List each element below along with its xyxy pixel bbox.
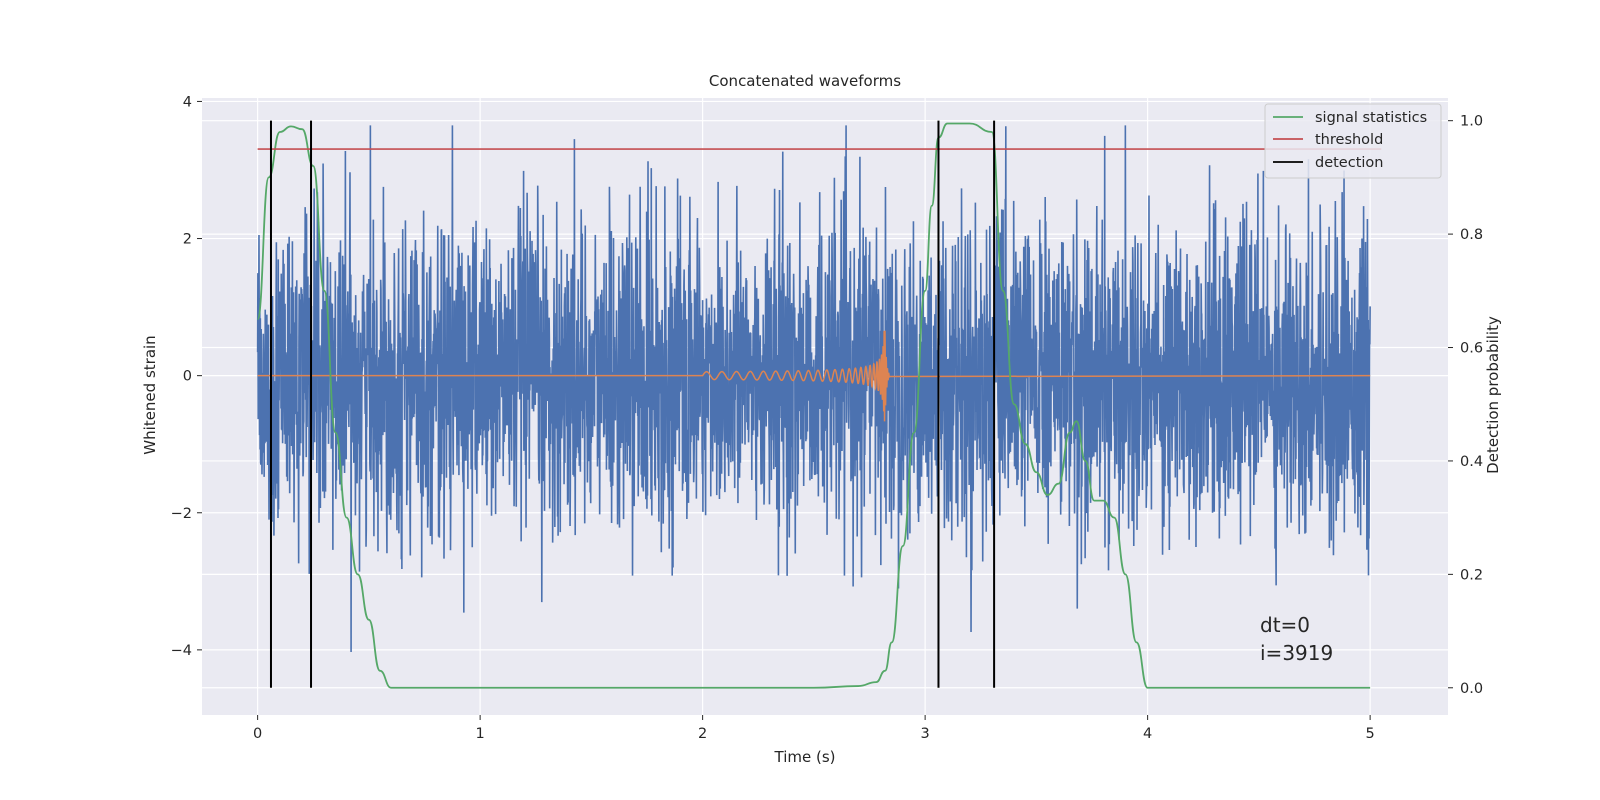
y-tick-label-right: 0.8 <box>1460 227 1483 243</box>
annotation-index: i=3919 <box>1260 641 1333 665</box>
legend: signal statistics threshold detection <box>1264 103 1442 179</box>
x-tick-label: 1 <box>476 726 485 742</box>
y-tick-label-left: 4 <box>183 94 192 110</box>
x-axis-label: Time (s) <box>774 748 836 766</box>
injected-signal-line <box>257 330 1371 422</box>
chart-title: Concatenated waveforms <box>709 72 901 90</box>
y-tick-label-right: 0.4 <box>1460 454 1483 470</box>
x-tick-label: 0 <box>253 726 262 742</box>
data-layer <box>256 120 1382 689</box>
y-tick-label-right: 0.0 <box>1460 681 1483 697</box>
strain-noise-line <box>256 125 1371 652</box>
tick-layer: 0 1 2 3 4 5 −4 −2 0 2 4 0.0 0.2 0.4 0.6 0.8 1.0 <box>171 94 1483 742</box>
legend-label-detection: detection <box>1315 155 1383 171</box>
y-tick-label-right: 0.6 <box>1460 341 1483 357</box>
y-tick-label-left: −4 <box>171 643 192 659</box>
y-axis-label-right: Detection probability <box>1484 316 1502 474</box>
legend-box <box>1264 103 1442 179</box>
y-axis-label-left: Whitened strain <box>141 335 159 454</box>
y-tick-label-right: 1.0 <box>1460 114 1483 130</box>
y-tick-label-left: −2 <box>171 506 192 522</box>
x-tick-label: 2 <box>698 726 707 742</box>
y-tick-label-left: 0 <box>183 369 192 385</box>
y-tick-label-left: 2 <box>183 232 192 248</box>
y-tick-label-right: 0.2 <box>1460 567 1483 583</box>
signal-statistics-line <box>256 122 1371 689</box>
x-tick-label: 3 <box>921 726 930 742</box>
x-tick-label: 5 <box>1366 726 1375 742</box>
annotation-dt: dt=0 <box>1260 613 1310 637</box>
legend-label-signal: signal statistics <box>1315 110 1427 126</box>
x-tick-label: 4 <box>1143 726 1152 742</box>
legend-label-threshold: threshold <box>1315 132 1383 148</box>
